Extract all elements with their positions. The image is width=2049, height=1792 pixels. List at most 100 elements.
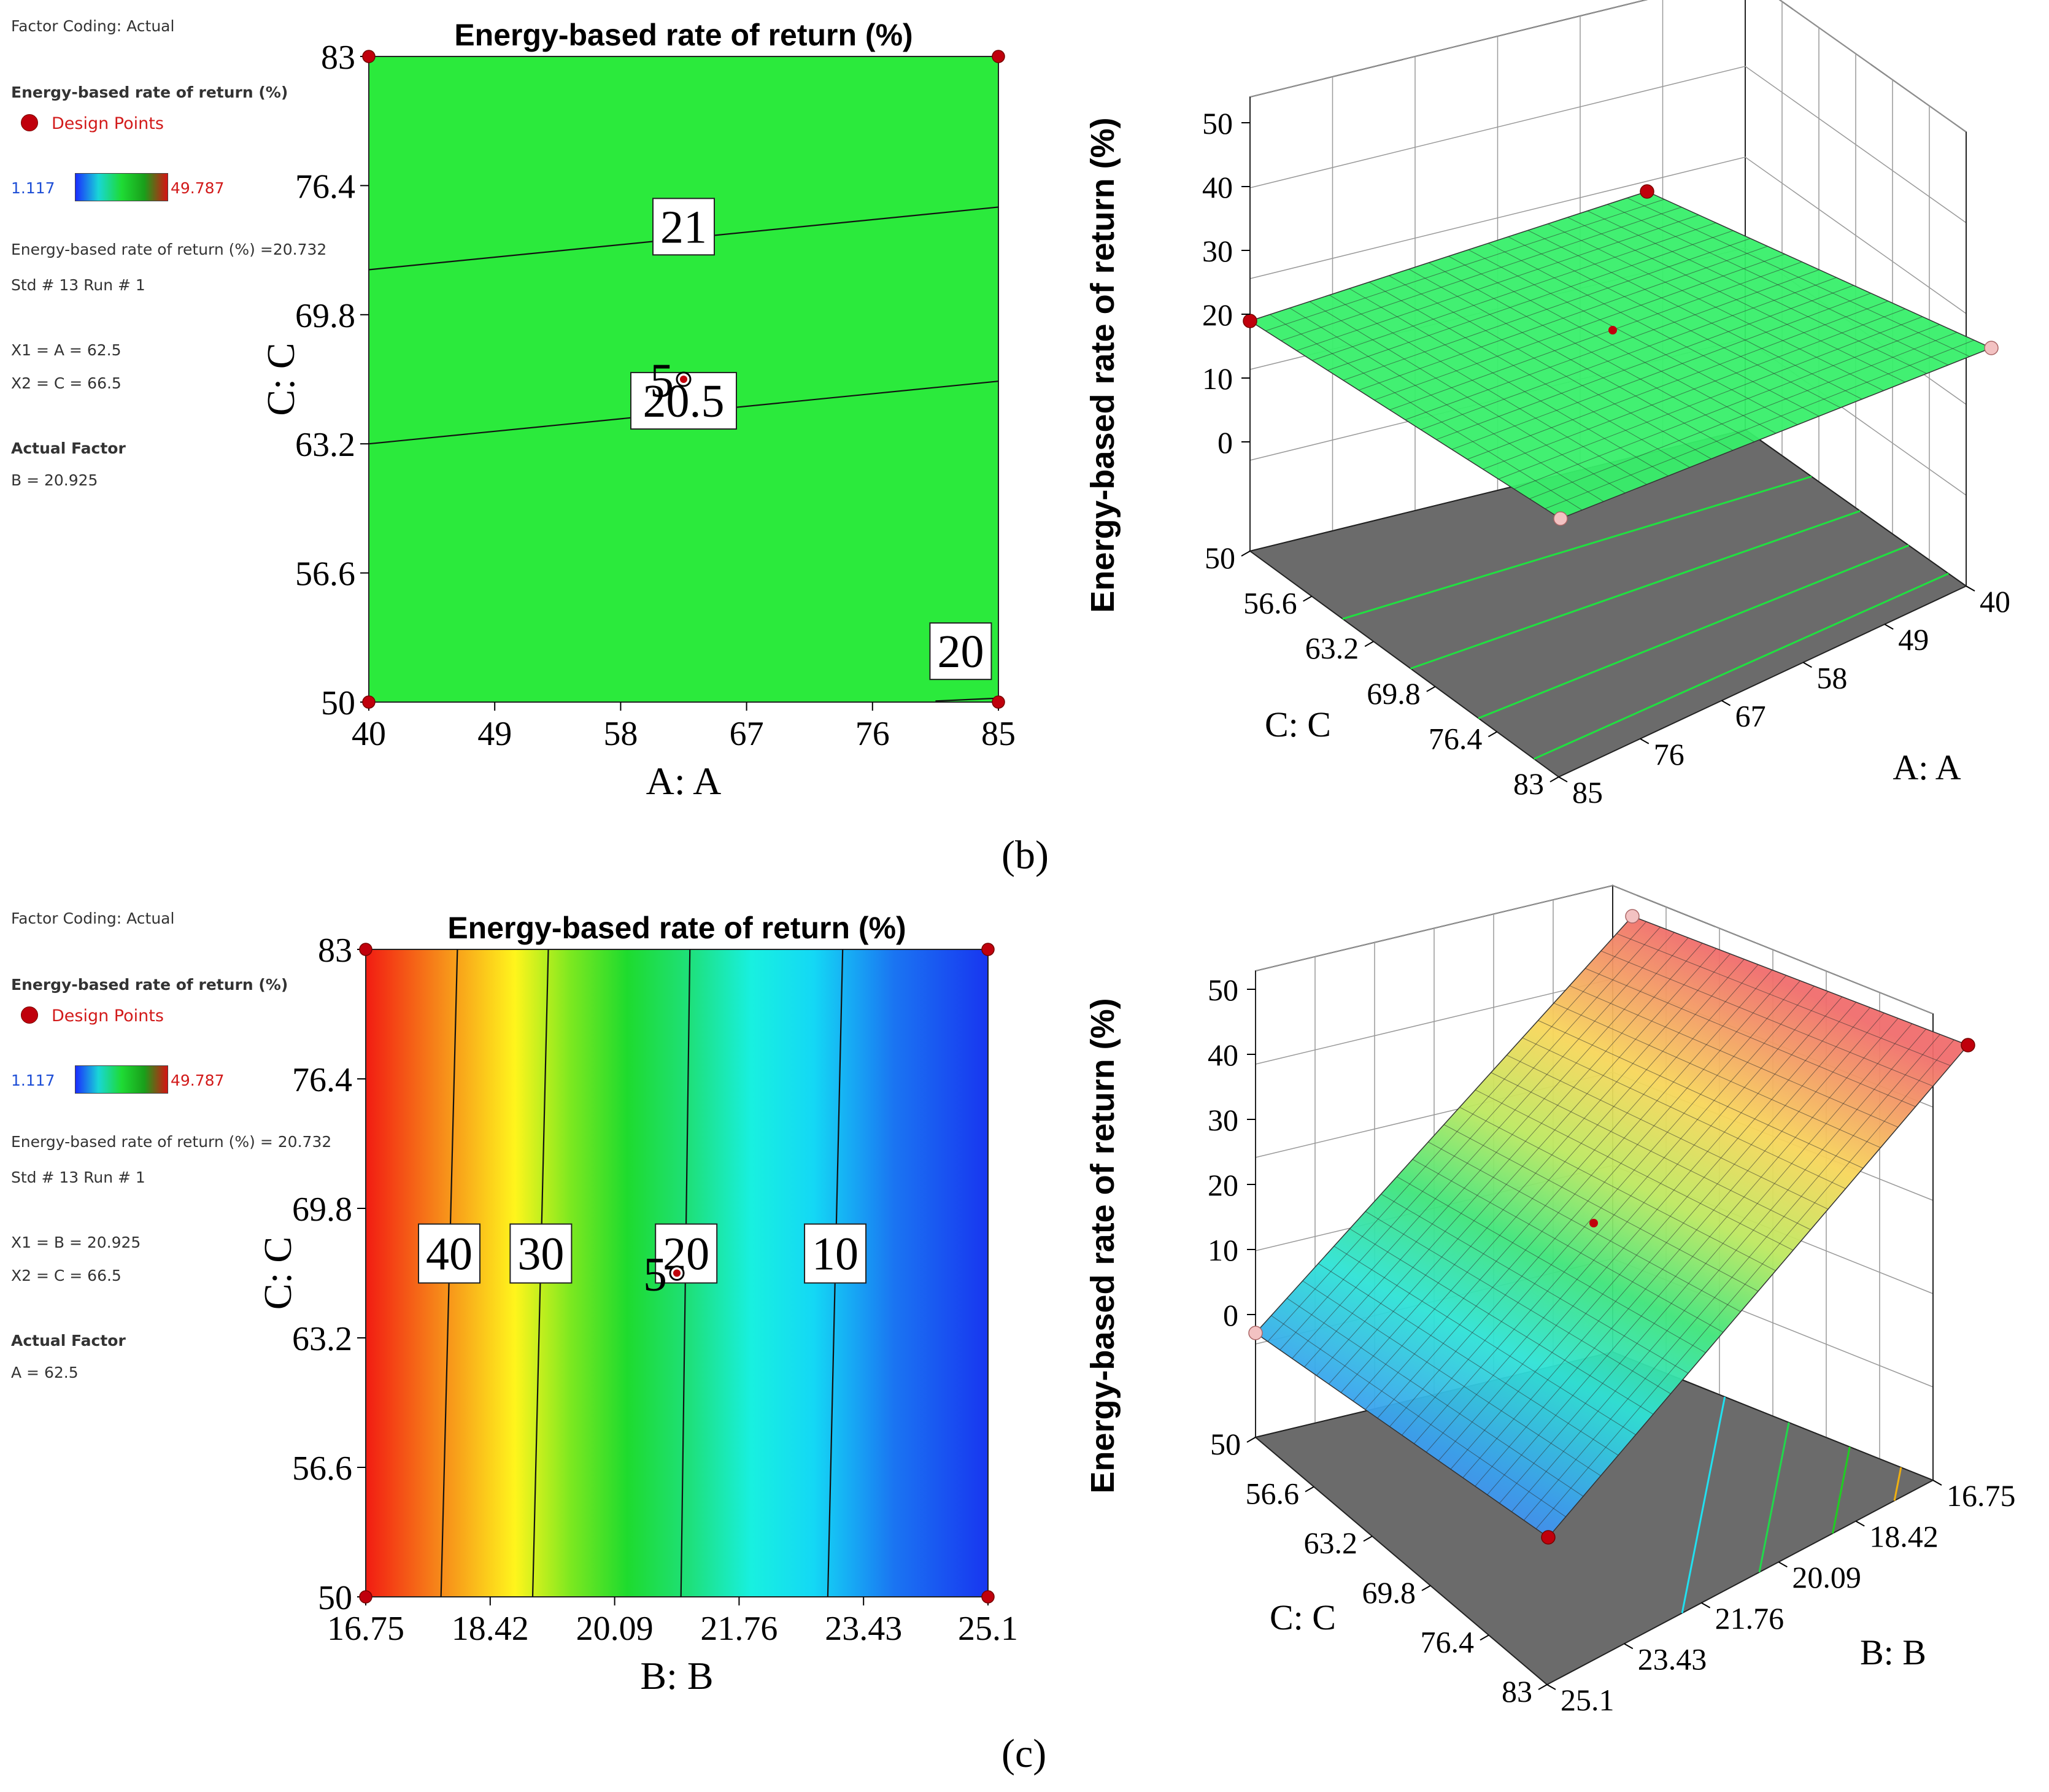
surface-mesh-line (1535, 1039, 1954, 1529)
floor-contour-line (1831, 1446, 1851, 1534)
floor-contour-line (1534, 573, 1949, 760)
c-axis-tick-label: 63.2 (1305, 631, 1359, 665)
wall-grid-line (1255, 885, 1934, 1014)
z-tick-label: 50 (1208, 973, 1238, 1007)
contour-label-box (804, 1223, 867, 1284)
panel-label-c: (c) (1001, 1731, 1047, 1776)
c-axis-tick-label: 76.4 (1421, 1624, 1475, 1659)
floor-tick (1932, 1480, 1942, 1486)
c-axis-tick-label: 56.6 (1243, 586, 1297, 620)
other-axis-tick-label: 67 (1735, 699, 1766, 733)
c-axis-tick-label: 56.6 (1246, 1477, 1300, 1511)
other-axis-tick-label: 18.42 (1869, 1520, 1939, 1554)
contour-label: 30 (517, 1229, 564, 1280)
floor-tick (1966, 585, 1975, 592)
design-point (359, 943, 372, 956)
other-axis-label: A: A (1893, 747, 1961, 787)
design-point (362, 695, 376, 709)
contour-label: 20 (937, 626, 984, 678)
floor-tick (1241, 550, 1251, 557)
c-axis-label: C: C (1270, 1597, 1336, 1637)
chart-title: Energy-based rate of return (%) (454, 18, 913, 52)
other-axis-label: B: B (1860, 1632, 1926, 1672)
other-axis-tick-label: 16.75 (1947, 1478, 2016, 1513)
design-points-label: Design Points (52, 1006, 164, 1025)
surface-mesh-line (1529, 332, 1958, 500)
x-tick-label: 76 (855, 715, 890, 753)
surface-mesh-line (1523, 1034, 1940, 1521)
surface-mesh-line (1587, 210, 1927, 374)
std-run-label: Std # 13 Run # 1 (11, 1168, 145, 1186)
surface-mesh-line (1467, 301, 1888, 460)
x1-value: X1 = A = 62.5 (11, 341, 122, 359)
x-axis-label: B: B (640, 1654, 713, 1697)
other-axis-tick-label: 23.43 (1638, 1642, 1707, 1676)
sidebar-b: Factor Coding: Actual Energy-based rate … (11, 0, 326, 503)
floor-tick (1884, 624, 1894, 630)
z-tick-label: 10 (1208, 1233, 1238, 1267)
other-axis-tick-label: 20.09 (1792, 1560, 1861, 1594)
z-tick-label: 40 (1202, 170, 1233, 204)
x2-value: X2 = C = 66.5 (11, 1267, 122, 1284)
design-point (1640, 184, 1654, 199)
c-axis-tick-label: 50 (1210, 1427, 1241, 1461)
response-name: Energy-based rate of return (%) (11, 83, 288, 101)
surface-mesh-line (1405, 269, 1819, 420)
design-point (359, 1590, 372, 1604)
surface-mesh-line (1436, 285, 1854, 440)
other-axis-tick-label: 40 (1980, 584, 2010, 619)
contour-plot-b: Energy-based rate of return (%) 40 49 58 67 7… (259, 18, 1016, 803)
x-tick-label: 21.76 (700, 1610, 778, 1648)
y-axis-label: C: C (259, 342, 303, 415)
color-min-value: 1.117 (11, 179, 55, 197)
c-axis-tick-label: 50 (1205, 541, 1235, 575)
floor-contour-line (1758, 1422, 1790, 1573)
design-point (362, 50, 376, 63)
floor-tick (1246, 1437, 1256, 1443)
floor-tick (1640, 738, 1650, 744)
x-tick-label: 58 (603, 715, 638, 753)
z-tick-label: 20 (1202, 298, 1233, 332)
design-point-legend-icon (21, 114, 38, 131)
x-tick-label: 16.75 (327, 1610, 404, 1648)
design-point (981, 1590, 995, 1604)
wall-grid-line (1249, 66, 1967, 223)
design-point-legend-icon (21, 1006, 38, 1024)
floor-contour-line (1342, 476, 1812, 620)
floor-contour-line (1681, 1396, 1726, 1613)
c-axis-tick-label: 69.8 (1362, 1575, 1416, 1610)
design-point-hidden (1625, 909, 1640, 924)
surface-mesh-line (1600, 951, 1934, 1087)
floor-tick (1480, 1634, 1489, 1641)
design-point (992, 695, 1005, 709)
contour-label-box (652, 198, 715, 256)
sidebar-c: Factor Coding: Actual Energy-based rate … (11, 892, 331, 1396)
center-point (673, 1269, 681, 1277)
y-tick-label: 63.2 (295, 426, 355, 464)
other-axis-tick-label: 58 (1816, 660, 1847, 695)
wall-grid-line (1249, 156, 1967, 314)
chart-title: Energy-based rate of return (%) (447, 911, 906, 945)
other-axis-tick-label: 25.1 (1561, 1683, 1615, 1717)
z-tick-label: 50 (1202, 106, 1233, 141)
surface-mesh-line (1585, 968, 1916, 1107)
center-point (680, 376, 687, 383)
std-run-label: Std # 13 Run # 1 (11, 276, 145, 294)
z-tick-label: 0 (1217, 425, 1233, 460)
x-tick-label: 18.42 (452, 1610, 529, 1648)
color-min-value: 1.117 (11, 1072, 55, 1089)
design-point-hidden (1248, 1326, 1263, 1340)
x1-value: X1 = B = 20.925 (11, 1234, 141, 1251)
design-point-hidden (1984, 341, 1999, 355)
contour-label-box (418, 1223, 481, 1284)
other-axis-tick-label: 21.76 (1715, 1601, 1785, 1636)
surface-mesh-line (1499, 1023, 1913, 1504)
y-tick-label: 69.8 (295, 297, 355, 335)
response-surface (1249, 191, 1993, 519)
other-axis-tick-label: 76 (1654, 737, 1684, 771)
y-tick-label: 83 (318, 932, 352, 970)
color-max-value: 49.787 (171, 1072, 225, 1089)
y-tick-label: 50 (321, 684, 355, 722)
c-axis-tick-label: 63.2 (1304, 1526, 1358, 1560)
